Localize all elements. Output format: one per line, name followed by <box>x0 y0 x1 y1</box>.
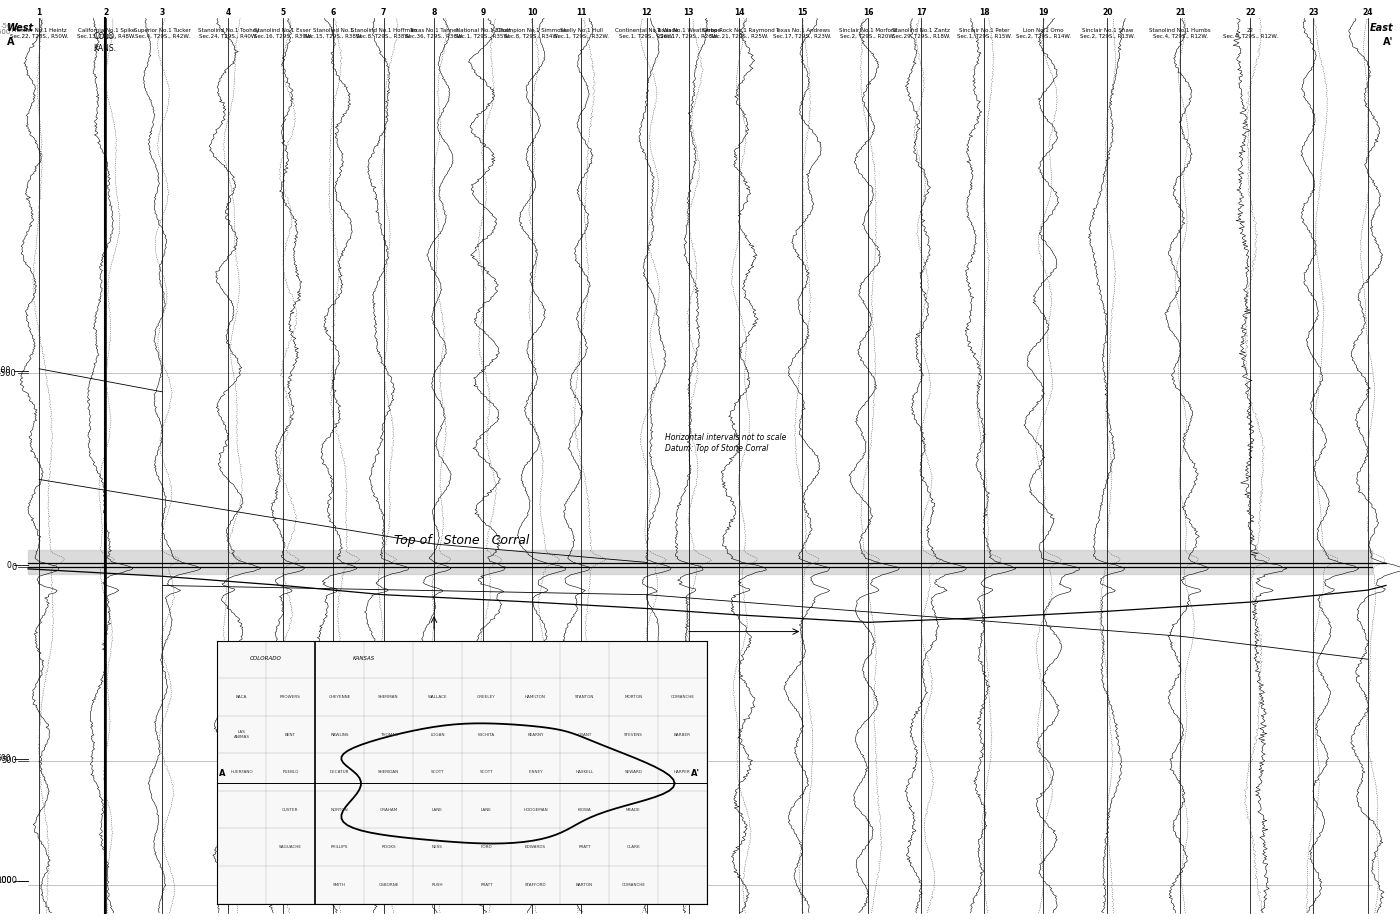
Text: 9: 9 <box>480 7 486 17</box>
Text: -500: -500 <box>0 366 11 375</box>
Text: 18: 18 <box>979 7 990 17</box>
Text: 16: 16 <box>862 7 874 17</box>
Text: 6: 6 <box>330 7 336 17</box>
Text: 7: 7 <box>381 7 386 17</box>
Text: Stanolind No.1 Toohey
Sec.24, T29S., R40W.: Stanolind No.1 Toohey Sec.24, T29S., R40… <box>197 28 259 39</box>
Text: Top of   Stone   Corral: Top of Stone Corral <box>395 534 529 547</box>
Text: Stanolind No.1 Esser
Sec.16, T29S., R39W.: Stanolind No.1 Esser Sec.16, T29S., R39W… <box>253 28 312 39</box>
Text: A: A <box>7 37 14 47</box>
Text: -500: -500 <box>0 369 17 378</box>
Text: -1500: -1500 <box>0 30 11 35</box>
Text: Sinclair No.1 Morford
Sec.2, T29S., R20W.: Sinclair No.1 Morford Sec.2, T29S., R20W… <box>839 28 897 39</box>
Text: Deep Rock No.1 Raymond
Sec.21, T29S., R25W.: Deep Rock No.1 Raymond Sec.21, T29S., R2… <box>703 28 776 39</box>
Text: 500: 500 <box>1 756 17 765</box>
Text: California No.1 Spike
Sec.13, T31S., R48W.: California No.1 Spike Sec.13, T31S., R48… <box>77 28 136 39</box>
Text: Texas No.1 Tanner
Sec.36, T29S., R36W.: Texas No.1 Tanner Sec.36, T29S., R36W. <box>405 28 463 39</box>
Text: West: West <box>7 23 34 33</box>
Text: 13: 13 <box>683 7 694 17</box>
Text: Lion No.1 Omo
Sec.2, T29S., R14W.: Lion No.1 Omo Sec.2, T29S., R14W. <box>1015 28 1071 39</box>
Text: 19: 19 <box>1037 7 1049 17</box>
Text: Superior No.1 Tucker
Sec.4, T29S., R42W.: Superior No.1 Tucker Sec.4, T29S., R42W. <box>134 28 190 39</box>
Text: 1000: 1000 <box>0 876 11 885</box>
Text: Sinclair No.1 Peter
Sec.1, T29S., R15W.: Sinclair No.1 Peter Sec.1, T29S., R15W. <box>956 28 1012 39</box>
Text: Skelly No.1 Hull
Sec.1, T29S., R32W.: Skelly No.1 Hull Sec.1, T29S., R32W. <box>553 28 609 39</box>
Text: 10: 10 <box>526 7 538 17</box>
Text: 22
Sec.4, T29S., R12W.: 22 Sec.4, T29S., R12W. <box>1222 28 1278 39</box>
Text: Stanolind No.1 Humbs
Sec.4, T29S., R12W.: Stanolind No.1 Humbs Sec.4, T29S., R12W. <box>1149 28 1211 39</box>
Text: 20: 20 <box>1102 7 1113 17</box>
Bar <box>28 550 1372 573</box>
Text: 23: 23 <box>1308 7 1319 17</box>
Text: 5: 5 <box>280 7 286 17</box>
Text: Stanolind No.1 Hoffman
Sec.8, T29S., R38W.: Stanolind No.1 Hoffman Sec.8, T29S., R38… <box>350 28 417 39</box>
Text: 1000: 1000 <box>0 876 17 885</box>
Text: 4: 4 <box>225 7 231 17</box>
Text: 15: 15 <box>797 7 808 17</box>
Text: 12: 12 <box>641 7 652 17</box>
Text: 24: 24 <box>1362 7 1373 17</box>
Text: COLO.: COLO. <box>94 32 116 41</box>
Text: Frontier No.1 Heintz
Sec.22, T28S., R50W.: Frontier No.1 Heintz Sec.22, T28S., R50W… <box>10 28 69 39</box>
Text: 3: 3 <box>160 7 165 17</box>
Text: Stanolind No.1
Sec.15, T29S., R38W.: Stanolind No.1 Sec.15, T29S., R38W. <box>304 28 363 39</box>
Text: 0: 0 <box>7 561 11 570</box>
Text: 8: 8 <box>431 7 437 17</box>
Text: A': A' <box>1383 37 1393 47</box>
Text: Texas No.1 Weatherbee
Sec.17, T29S., R26W.: Texas No.1 Weatherbee Sec.17, T29S., R26… <box>657 28 721 39</box>
Text: -500: -500 <box>1 23 17 30</box>
Text: 0: 0 <box>11 562 17 572</box>
Text: 500: 500 <box>0 754 11 763</box>
Text: KANS.: KANS. <box>94 44 116 53</box>
Text: 17: 17 <box>916 7 927 17</box>
Text: 21: 21 <box>1175 7 1186 17</box>
Text: Sinclair No.1 Shaw
Sec.2, T29S., R13W.: Sinclair No.1 Shaw Sec.2, T29S., R13W. <box>1079 28 1135 39</box>
Text: Stanolind No.1 Zantz
Sec.29, T29S., R18W.: Stanolind No.1 Zantz Sec.29, T29S., R18W… <box>892 28 951 39</box>
Text: Texas No.1 Andrews
Sec.17, T29S., R23W.: Texas No.1 Andrews Sec.17, T29S., R23W. <box>773 28 832 39</box>
Text: Champion No.1 Simmons
Sec.8, T29S., R34W.: Champion No.1 Simmons Sec.8, T29S., R34W… <box>497 28 567 39</box>
Text: National No.1 Elliott
Sec.1, T29S., R35W.: National No.1 Elliott Sec.1, T29S., R35W… <box>455 28 511 39</box>
Text: East: East <box>1369 23 1393 33</box>
Text: 1: 1 <box>36 7 42 17</box>
Text: Horizontal intervals not to scale
Datum: Top of Stone Corral: Horizontal intervals not to scale Datum:… <box>665 433 787 453</box>
Text: Continental No.1 Wade
Sec.1, T29S., R26W.: Continental No.1 Wade Sec.1, T29S., R26W… <box>615 28 679 39</box>
Text: 11: 11 <box>575 7 587 17</box>
Text: 2: 2 <box>104 7 109 17</box>
Text: 22: 22 <box>1245 7 1256 17</box>
Text: 14: 14 <box>734 7 745 17</box>
